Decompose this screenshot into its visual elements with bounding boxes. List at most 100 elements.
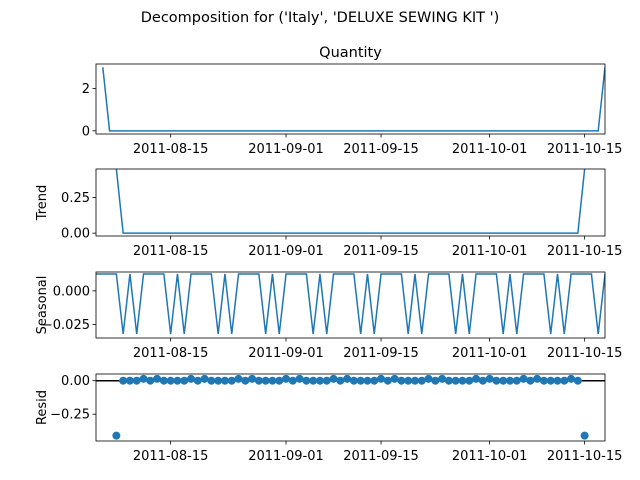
resid-point — [410, 376, 419, 385]
x-tick-label: 2011-09-15 — [343, 449, 419, 464]
resid-point — [397, 376, 406, 385]
resid-point — [241, 376, 250, 385]
axes-frame — [95, 63, 606, 135]
resid-point — [370, 376, 379, 385]
y-axis-label: Trend — [35, 185, 50, 222]
y-axis-label: Resid — [35, 390, 50, 425]
resid-point — [302, 376, 311, 385]
resid-point — [282, 374, 291, 383]
resid-point — [539, 376, 548, 385]
y-tick-label: −0.25 — [50, 408, 90, 423]
resid-point — [424, 374, 433, 383]
plot-area — [96, 374, 605, 440]
resid-point — [275, 376, 284, 385]
resid-point — [499, 376, 508, 385]
resid-point — [268, 376, 277, 385]
resid-point — [472, 374, 481, 383]
y-tick-label: 0.25 — [61, 191, 90, 206]
resid-point — [180, 376, 189, 385]
plot-area — [102, 67, 605, 132]
resid-point — [438, 374, 447, 383]
resid-point — [349, 376, 358, 385]
resid-point — [465, 376, 474, 385]
x-tick-label: 2011-09-01 — [248, 142, 324, 157]
subplot-3: 0.000 −0.025 2011-08-15 2011-09-01 2011-09-1… — [35, 271, 623, 361]
resid-point — [288, 376, 297, 385]
resid-point — [567, 374, 576, 383]
x-tick-label: 2011-08-15 — [133, 142, 209, 157]
y-tick-label: 0 — [82, 124, 90, 139]
x-tick-label: 2011-09-15 — [343, 346, 419, 361]
resid-point — [458, 376, 467, 385]
resid-point — [207, 376, 216, 385]
x-tick-label: 2011-09-01 — [248, 244, 324, 259]
resid-point — [295, 374, 304, 383]
x-tick-label: 2011-09-01 — [248, 346, 324, 361]
resid-point — [146, 376, 155, 385]
y-tick-label: 2 — [82, 82, 90, 97]
resid-point — [485, 374, 494, 383]
x-tick-label: 2011-10-01 — [452, 346, 528, 361]
resid-point — [187, 374, 196, 383]
resid-point — [526, 376, 535, 385]
x-tick-label: 2011-10-15 — [547, 142, 623, 157]
resid-point — [309, 376, 318, 385]
resid-point — [560, 376, 569, 385]
x-tick-label: 2011-09-15 — [343, 244, 419, 259]
x-tick-label: 2011-08-15 — [133, 346, 209, 361]
resid-point — [125, 376, 134, 385]
resid-point — [315, 376, 324, 385]
resid-point — [193, 376, 202, 385]
resid-point — [478, 376, 487, 385]
resid-point — [533, 374, 542, 383]
resid-point — [119, 376, 128, 385]
resid-point — [417, 376, 426, 385]
resid-point — [248, 374, 257, 383]
resid-point — [166, 376, 175, 385]
resid-point — [254, 376, 263, 385]
x-tick-label: 2011-10-15 — [547, 346, 623, 361]
resid-point — [390, 374, 399, 383]
axes-frame — [95, 373, 606, 442]
y-tick-label: 0.000 — [53, 284, 90, 299]
series-line — [102, 67, 605, 132]
x-tick-label: 2011-10-01 — [452, 449, 528, 464]
resid-point — [553, 376, 562, 385]
resid-point — [227, 376, 236, 385]
subplot-2: 0.00 0.25 2011-08-15 2011-09-01 2011-09-15 20… — [35, 168, 622, 259]
resid-point — [336, 376, 345, 385]
resid-point — [112, 431, 121, 440]
resid-point — [343, 374, 352, 383]
x-tick-label: 2011-09-15 — [343, 142, 419, 157]
resid-point — [546, 376, 555, 385]
subplot-1: 0 2 2011-08-15 2011-09-01 2011-09-15 2011-10-… — [82, 45, 623, 157]
y-tick-label: 0.00 — [61, 227, 90, 242]
resid-point — [173, 376, 182, 385]
x-tick-label: 2011-08-15 — [133, 449, 209, 464]
x-tick-label: 2011-10-01 — [452, 244, 528, 259]
resid-point — [363, 376, 372, 385]
resid-point — [519, 374, 528, 383]
plot-area — [96, 273, 605, 335]
x-tick-label: 2011-08-15 — [133, 244, 209, 259]
resid-point — [431, 376, 440, 385]
resid-point — [356, 376, 365, 385]
resid-point — [404, 376, 413, 385]
y-tick-label: 0.00 — [61, 374, 90, 389]
subplot-4: 0.00 −0.25 2011-08-15 2011-09-01 2011-09-15 2… — [35, 373, 622, 464]
resid-point — [573, 376, 582, 385]
resid-point — [505, 376, 514, 385]
resid-point — [580, 431, 589, 440]
resid-point — [220, 376, 229, 385]
resid-point — [329, 374, 338, 383]
resid-point — [200, 374, 209, 383]
resid-point — [214, 376, 223, 385]
resid-point — [512, 376, 521, 385]
x-tick-label: 2011-09-01 — [248, 449, 324, 464]
plot-area — [115, 169, 586, 234]
resid-point — [492, 376, 501, 385]
resid-point — [153, 374, 162, 383]
figure-suptitle: Decomposition for ('Italy', 'DELUXE SEWI… — [141, 10, 500, 26]
y-axis-label: Seasonal — [35, 276, 50, 335]
